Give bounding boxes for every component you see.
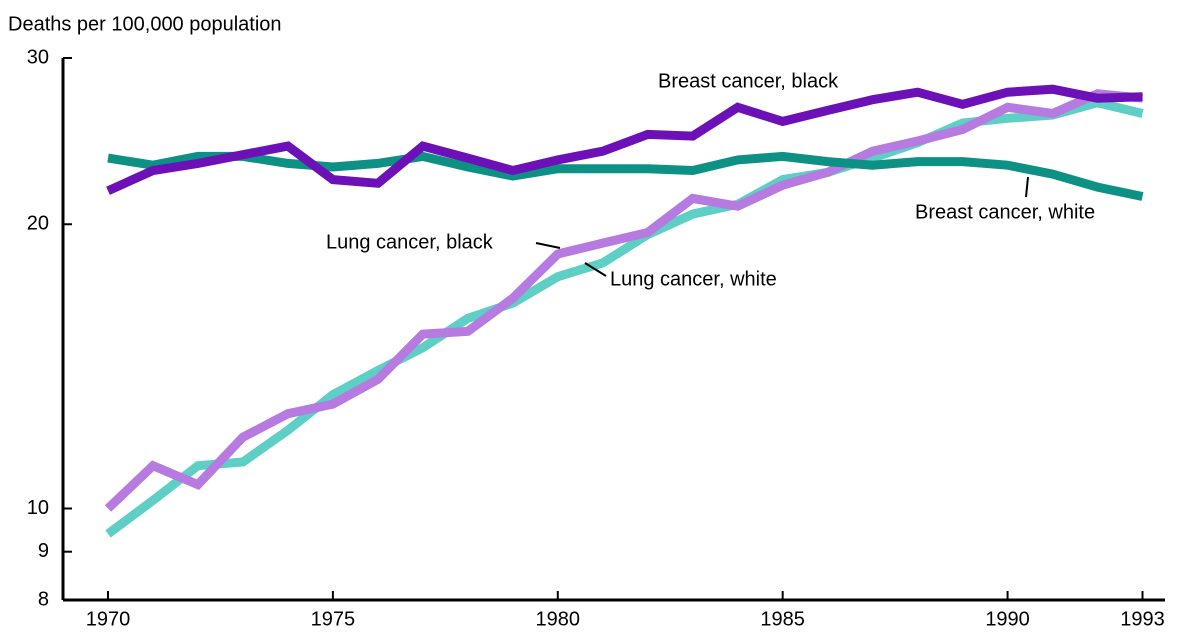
leader-line bbox=[535, 242, 561, 249]
series-line bbox=[106, 84, 1143, 195]
y-tick-label: 9 bbox=[38, 540, 49, 562]
leader-line bbox=[1025, 176, 1029, 198]
series-line bbox=[107, 151, 1144, 201]
series-label: Lung cancer, white bbox=[610, 268, 777, 290]
x-tick-label: 1990 bbox=[985, 608, 1030, 630]
y-tick-label: 10 bbox=[27, 497, 49, 519]
series-label: Breast cancer, black bbox=[658, 70, 839, 92]
y-tick-label: 30 bbox=[27, 46, 49, 68]
series-label: Breast cancer, white bbox=[915, 201, 1095, 223]
x-tick-label: 1985 bbox=[760, 608, 805, 630]
x-tick-label: 1970 bbox=[86, 608, 131, 630]
series-line bbox=[104, 89, 1143, 512]
x-tick-label: 1975 bbox=[311, 608, 356, 630]
x-tick-label: 1993 bbox=[1120, 608, 1165, 630]
x-tick-label: 1980 bbox=[536, 608, 581, 630]
y-tick-label: 8 bbox=[38, 588, 49, 610]
leader-line bbox=[584, 262, 607, 277]
y-tick-label: 20 bbox=[27, 213, 49, 235]
y-axis-label: Deaths per 100,000 population bbox=[8, 13, 282, 35]
series-label: Lung cancer, black bbox=[326, 231, 494, 253]
